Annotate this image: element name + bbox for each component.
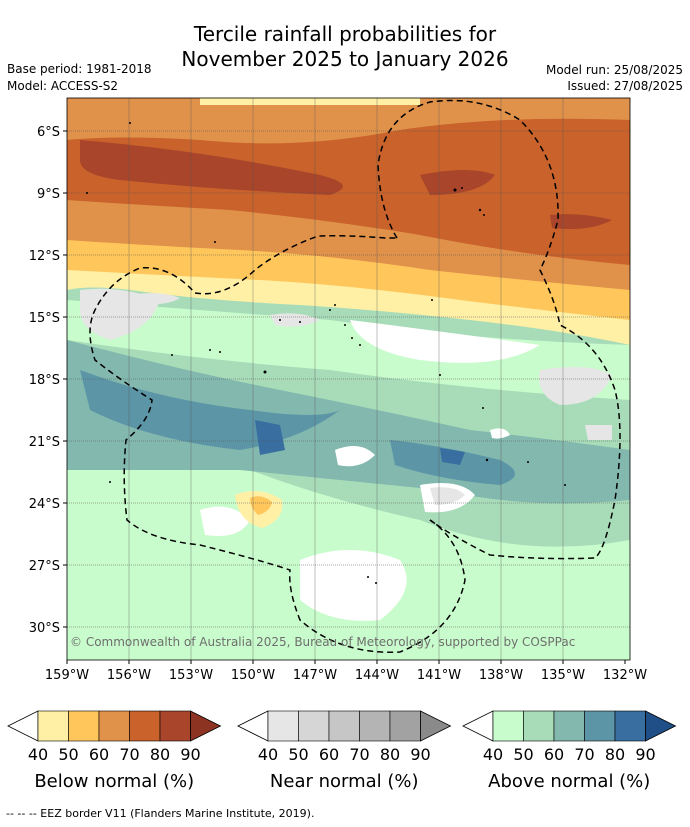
lat-label: 9°S [37, 187, 60, 202]
lon-label: 138°W [479, 668, 523, 683]
colorbar-swatch [298, 710, 330, 742]
colorbar-swatch [492, 710, 524, 742]
lon-label: 150°W [231, 668, 275, 683]
meridians [128, 98, 564, 660]
colorbar-below-normal: 40 50 60 70 80 90 Below normal (%) [7, 710, 222, 792]
base-period-label: Base period: 1981-2018 [7, 62, 152, 76]
colorbar-low-extend [7, 710, 39, 742]
colorbar-swatch [614, 710, 646, 742]
colorbar-high-extend [420, 710, 452, 742]
colorbar-tick-label: 90 [635, 745, 655, 764]
colorbar-low-extend [237, 710, 269, 742]
copyright-notice: © Commonwealth of Australia 2025, Bureau… [70, 635, 575, 649]
colorbar-tick-label: 90 [410, 745, 430, 764]
colorbar-tick-label: 40 [483, 745, 503, 764]
colorbar-title: Near normal (%) [270, 771, 419, 792]
islands [86, 122, 566, 584]
colorbar-title: Above normal (%) [488, 771, 650, 792]
colorbar-swatch [523, 710, 555, 742]
lat-label: 18°S [29, 373, 60, 388]
colorbar-tick-label: 80 [150, 745, 170, 764]
model-run-label: Model run: 25/08/2025 [545, 63, 683, 77]
eez-border [89, 99, 621, 653]
lon-label: 156°W [107, 668, 151, 683]
colorbar-swatch [359, 710, 391, 742]
colorbar-tick-label: 40 [28, 745, 48, 764]
lon-label: 132°W [603, 668, 647, 683]
colorbar-swatch [267, 710, 299, 742]
colorbar-swatch [98, 710, 130, 742]
colorbar-swatch [37, 710, 69, 742]
axis-ticks [63, 130, 626, 664]
model-label: Model: ACCESS-S2 [7, 79, 119, 93]
colorbar-title: Below normal (%) [34, 771, 194, 792]
colorbar-swatch [328, 710, 360, 742]
colorbar-swatch [584, 710, 616, 742]
lat-label: 27°S [29, 559, 60, 574]
map-title: Tercile rainfall probabilities for Novem… [181, 22, 509, 71]
lat-label: 6°S [37, 125, 60, 140]
colorbar-tick-label: 80 [605, 745, 625, 764]
colorbar-tick-label: 50 [513, 745, 533, 764]
colorbar-above-normal: 40 50 60 70 80 90 Above normal (%) [462, 710, 677, 792]
colorbar-tick-label: 50 [288, 745, 308, 764]
lat-label: 12°S [29, 249, 60, 264]
lat-label: 15°S [29, 311, 60, 326]
colorbar-high-extend [645, 710, 677, 742]
colorbar-swatch [68, 710, 100, 742]
colorbar-swatch [159, 710, 191, 742]
colorbar-swatch [389, 710, 421, 742]
colorbar-tick-label: 70 [574, 745, 594, 764]
lat-label: 21°S [29, 435, 60, 450]
colorbar-tick-label: 70 [349, 745, 369, 764]
colorbar-tick-label: 60 [319, 745, 339, 764]
colorbar-tick-label: 50 [58, 745, 78, 764]
colorbar-near-normal: 40 50 60 70 80 90 Near normal (%) [237, 710, 452, 792]
lat-label: 30°S [29, 621, 60, 636]
colorbar-high-extend [190, 710, 222, 742]
colorbar-tick-label: 70 [119, 745, 139, 764]
lat-label: 24°S [29, 497, 60, 512]
lon-label: 153°W [169, 668, 213, 683]
issued-label: Issued: 27/08/2025 [567, 79, 683, 93]
colorbar-tick-label: 60 [89, 745, 109, 764]
colorbar-tick-label: 90 [180, 745, 200, 764]
eez-footnote: -- -- -- EEZ border V11 (Flanders Marine… [6, 807, 315, 820]
probability-field [67, 98, 630, 660]
colorbar-swatch [553, 710, 585, 742]
colorbar-tick-label: 80 [380, 745, 400, 764]
lon-label: 141°W [417, 668, 461, 683]
colorbar-tick-label: 60 [544, 745, 564, 764]
lon-label: 144°W [355, 668, 399, 683]
colorbar-tick-label: 40 [258, 745, 278, 764]
lon-label: 147°W [293, 668, 337, 683]
lon-label: 159°W [45, 668, 89, 683]
colorbar-swatch [129, 710, 161, 742]
lon-label: 135°W [541, 668, 585, 683]
colorbar-low-extend [462, 710, 494, 742]
